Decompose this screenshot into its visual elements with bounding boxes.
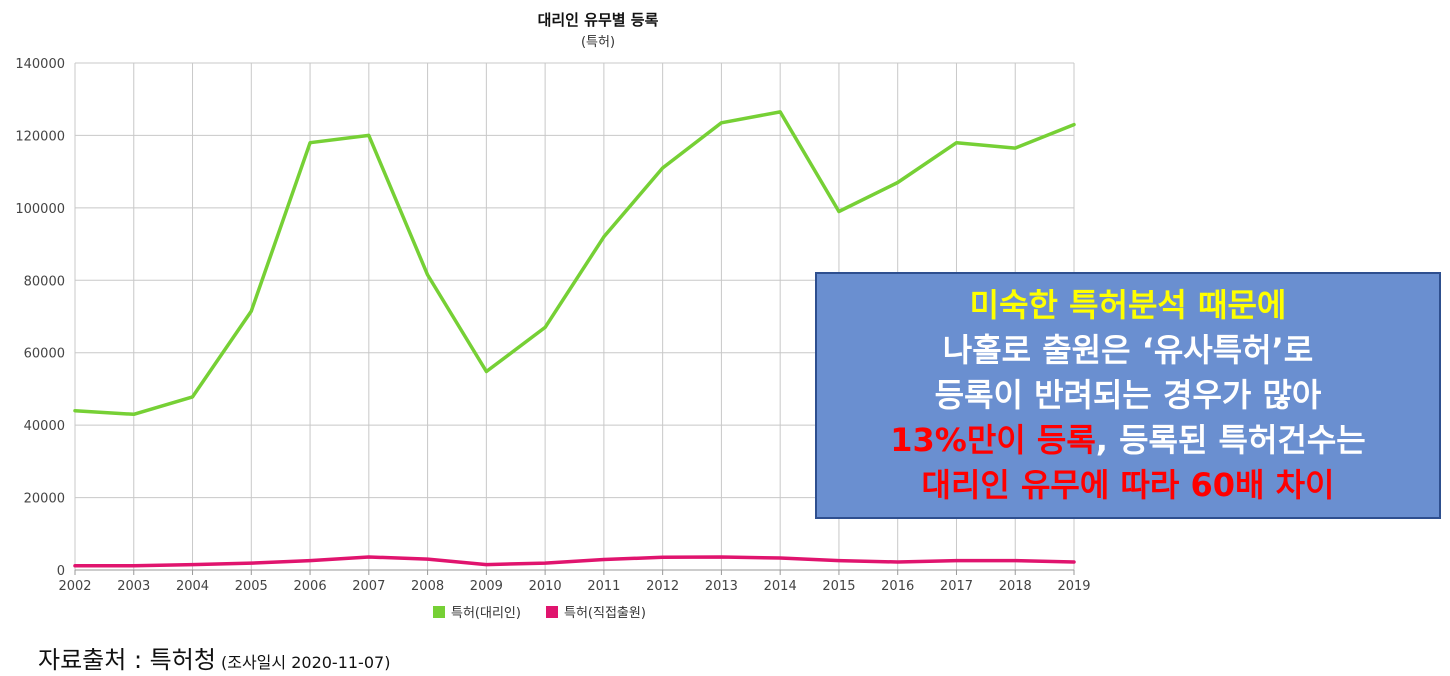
y-tick-label: 20000	[24, 492, 65, 507]
x-tick-label: 2006	[294, 579, 327, 594]
x-axis: 2002 2003 2004 2005 2006 2007 2008 2009 2010 2011…	[58, 569, 1091, 594]
x-tick-label: 2004	[176, 579, 209, 594]
x-tick-label: 2008	[411, 579, 444, 594]
x-tick-label: 2002	[58, 579, 91, 594]
x-tick-label: 2011	[587, 579, 620, 594]
legend-swatch-agent	[433, 606, 445, 618]
callout-highlight: 13%만이 등록	[890, 421, 1096, 459]
source-credit: 자료출처 : 특허청 (조사일시 2020-11-07)	[38, 640, 390, 675]
y-tick-label: 140000	[15, 57, 65, 72]
series-lines	[73, 110, 1076, 568]
y-tick-label: 0	[57, 564, 65, 579]
x-tick-label: 2012	[646, 579, 679, 594]
x-tick-label: 2016	[881, 579, 914, 594]
x-tick-label: 2007	[352, 579, 385, 594]
callout-line-5: 대리인 유무에 따라 60배 차이	[921, 466, 1335, 504]
callout-line-4: 13%만이 등록, 등록된 특허건수는	[890, 418, 1365, 463]
callout-line-2: 나홀로 출원은 ‘유사특허’로	[942, 331, 1314, 369]
y-tick-label: 80000	[24, 274, 65, 289]
x-tick-label: 2017	[940, 579, 973, 594]
source-label: 자료출처 : 특허청	[38, 646, 216, 674]
x-tick-label: 2003	[117, 579, 150, 594]
callout-line-3: 등록이 반려되는 경우가 많아	[934, 376, 1322, 414]
y-tick-label: 120000	[15, 129, 65, 144]
x-tick-label: 2019	[1057, 579, 1090, 594]
y-tick-label: 100000	[15, 202, 65, 217]
legend-label-direct: 특허(직접출원)	[564, 606, 646, 621]
x-tick-label: 2005	[235, 579, 268, 594]
legend: 특허(대리인) 특허(직접출원)	[433, 606, 646, 621]
y-axis: 0 20000 40000 60000 80000 100000 120000 140000	[15, 57, 65, 579]
x-tick-label: 2018	[999, 579, 1032, 594]
x-tick-label: 2013	[705, 579, 738, 594]
callout-line-4-rest: , 등록된 특허건수는	[1095, 421, 1366, 459]
y-tick-label: 60000	[24, 347, 65, 362]
source-date: (조사일시 2020-11-07)	[221, 653, 391, 672]
x-tick-label: 2009	[470, 579, 503, 594]
series-line-agent	[73, 110, 1076, 417]
legend-swatch-direct	[546, 606, 558, 618]
chart-subtitle: (특허)	[581, 35, 615, 50]
series-line-direct	[73, 555, 1076, 568]
callout-line-1: 미숙한 특허분석 때문에	[969, 286, 1287, 324]
x-tick-label: 2010	[529, 579, 562, 594]
chart-title: 대리인 유무별 등록	[538, 11, 659, 29]
legend-label-agent: 특허(대리인)	[451, 606, 521, 621]
y-tick-label: 40000	[24, 419, 65, 434]
callout-box: 미숙한 특허분석 때문에 나홀로 출원은 ‘유사특허’로 등록이 반려되는 경우…	[815, 272, 1441, 519]
x-tick-label: 2015	[822, 579, 855, 594]
x-tick-label: 2014	[764, 579, 797, 594]
